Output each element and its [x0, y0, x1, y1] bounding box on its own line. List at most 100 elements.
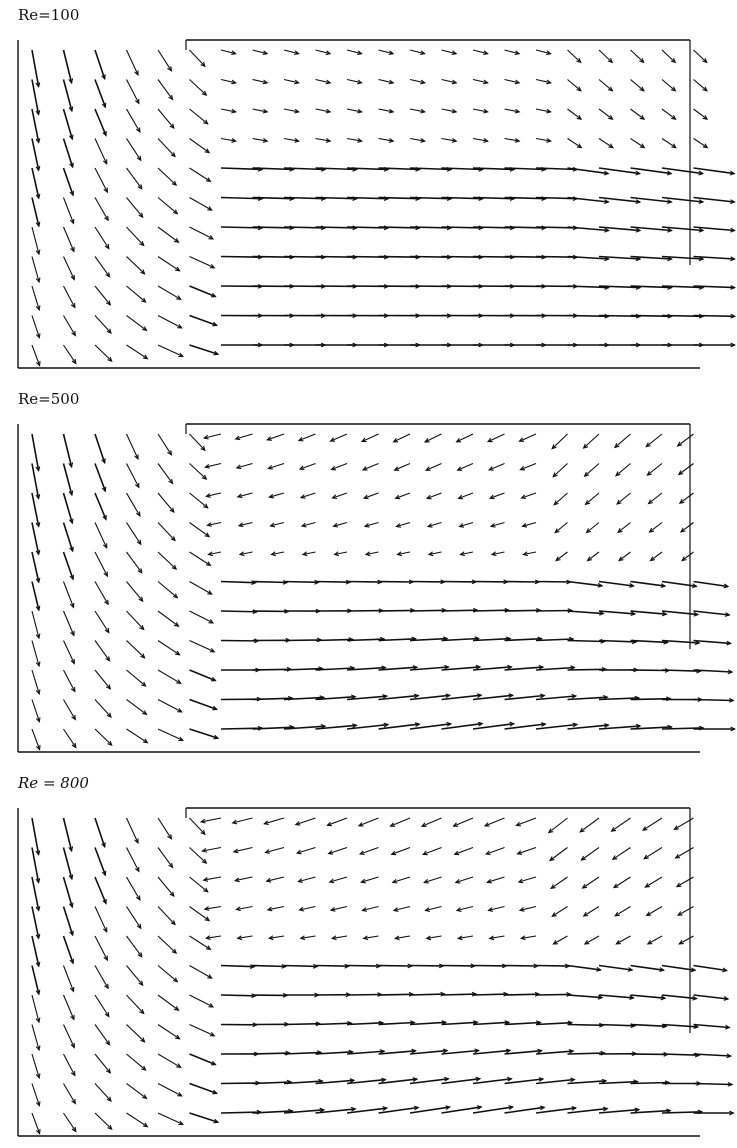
velocity-vector-arrow	[64, 523, 73, 552]
velocity-vector-arrow	[127, 995, 144, 1013]
velocity-vector-arrow	[158, 1025, 180, 1039]
velocity-vector-arrow	[127, 50, 139, 75]
velocity-vector-arrow	[631, 50, 644, 62]
velocity-vector-arrow	[95, 286, 110, 305]
panel-re-800: Re = 800	[0, 768, 737, 1148]
velocity-vector-arrow	[64, 493, 73, 523]
velocity-vector-arrow	[64, 139, 73, 168]
velocity-vector-arrow	[694, 80, 707, 91]
velocity-vector-arrow	[158, 227, 179, 242]
velocity-vector-arrow	[158, 582, 177, 598]
velocity-vector-arrow	[127, 700, 147, 715]
velocity-vector-arrow	[127, 818, 139, 843]
velocity-vector-arrow	[64, 966, 74, 992]
velocity-vector-arrow	[536, 1023, 572, 1025]
velocity-vector-arrow	[95, 316, 111, 334]
velocity-vector-arrow	[662, 995, 697, 999]
velocity-vector-arrow	[32, 257, 39, 283]
velocity-vector-arrow	[95, 434, 105, 463]
velocity-vector-arrow	[190, 729, 219, 738]
velocity-vector-arrow	[599, 1025, 635, 1026]
velocity-vector-arrow	[32, 582, 39, 611]
velocity-vector-arrow	[190, 1113, 219, 1122]
velocity-vector-arrow	[679, 464, 694, 475]
velocity-vector-arrow	[694, 109, 708, 119]
velocity-vector-arrow	[694, 995, 729, 999]
velocity-vector-arrow	[95, 729, 112, 745]
velocity-vector-arrow	[681, 523, 694, 532]
velocity-vector-arrow	[631, 582, 666, 587]
velocity-vector-arrow	[599, 109, 613, 119]
velocity-vector-arrow	[488, 434, 504, 442]
velocity-vector-arrow	[64, 109, 73, 139]
velocity-vector-arrow	[347, 966, 380, 967]
velocity-vector-arrow	[95, 523, 107, 548]
velocity-vector-arrow	[631, 995, 666, 998]
velocity-vector-arrow	[678, 434, 694, 446]
velocity-vector-arrow	[585, 936, 599, 944]
velocity-vector-arrow	[64, 907, 73, 936]
velocity-vector-arrow	[127, 611, 144, 629]
velocity-vector-arrow	[95, 257, 110, 277]
velocity-vector-arrow	[694, 139, 708, 148]
velocity-vector-arrow	[64, 50, 72, 83]
velocity-vector-arrow	[158, 257, 180, 271]
velocity-vector-arrow	[158, 966, 177, 982]
velocity-vector-arrow	[662, 582, 697, 587]
velocity-vector-arrow	[158, 700, 182, 712]
velocity-vector-arrow	[190, 995, 214, 1007]
velocity-vector-arrow	[158, 198, 177, 214]
velocity-vector-arrow	[127, 670, 146, 686]
velocity-vector-arrow	[662, 50, 675, 62]
velocity-vector-arrow	[694, 700, 734, 701]
velocity-vector-arrow	[379, 582, 414, 583]
velocity-vector-arrow	[284, 582, 319, 583]
velocity-vector-arrow	[190, 227, 214, 239]
velocity-vector-arrow	[617, 493, 630, 504]
velocity-vector-arrow	[127, 493, 140, 516]
velocity-vector-arrow	[64, 670, 75, 692]
velocity-vector-arrow	[32, 729, 40, 750]
velocity-vector-arrow	[619, 552, 630, 561]
velocity-vector-arrow	[646, 434, 662, 447]
velocity-vector-arrow	[190, 168, 211, 181]
velocity-vector-arrow	[158, 286, 181, 299]
velocity-vector-arrow	[95, 80, 105, 108]
velocity-vector-arrow	[190, 523, 210, 537]
velocity-vector-arrow	[127, 345, 148, 359]
velocity-vector-arrow	[473, 1022, 509, 1024]
velocity-vector-arrow	[64, 611, 74, 635]
velocity-vector-arrow	[362, 434, 379, 442]
velocity-vector-arrow	[95, 552, 107, 576]
velocity-vector-arrow	[553, 936, 567, 944]
velocity-vector-arrow	[64, 582, 74, 608]
velocity-vector-arrow	[599, 139, 613, 148]
velocity-vector-arrow	[127, 1054, 146, 1070]
velocity-vector-arrow	[631, 139, 645, 148]
velocity-vector-arrow	[158, 464, 173, 484]
velocity-vector-arrow	[253, 582, 288, 583]
velocity-vector-arrow	[552, 907, 567, 917]
velocity-vector-arrow	[647, 464, 662, 476]
velocity-vector-arrow	[127, 877, 140, 900]
velocity-vector-arrow	[190, 966, 212, 979]
velocity-vector-arrow	[587, 523, 599, 533]
velocity-vector-arrow	[64, 286, 75, 308]
channel-boundary	[18, 424, 700, 752]
velocity-vector-arrow	[158, 316, 182, 328]
vector-field-plot	[0, 0, 737, 380]
velocity-vector-arrow	[127, 257, 145, 274]
velocity-vector-arrow	[536, 611, 572, 612]
velocity-vector-arrow	[662, 1025, 698, 1027]
velocity-vector-arrow	[158, 139, 175, 157]
velocity-vector-arrow	[473, 610, 509, 611]
velocity-vector-arrow	[536, 966, 569, 967]
velocity-vector-arrow	[32, 995, 39, 1022]
velocity-vector-arrow	[379, 610, 415, 611]
velocity-vector-arrow	[32, 1113, 40, 1134]
velocity-vector-arrow	[127, 80, 139, 104]
velocity-vector-arrow	[505, 1023, 541, 1025]
velocity-vector-arrow	[568, 611, 604, 614]
velocity-vector-arrow	[694, 966, 727, 971]
velocity-vector-arrow	[64, 1113, 76, 1131]
